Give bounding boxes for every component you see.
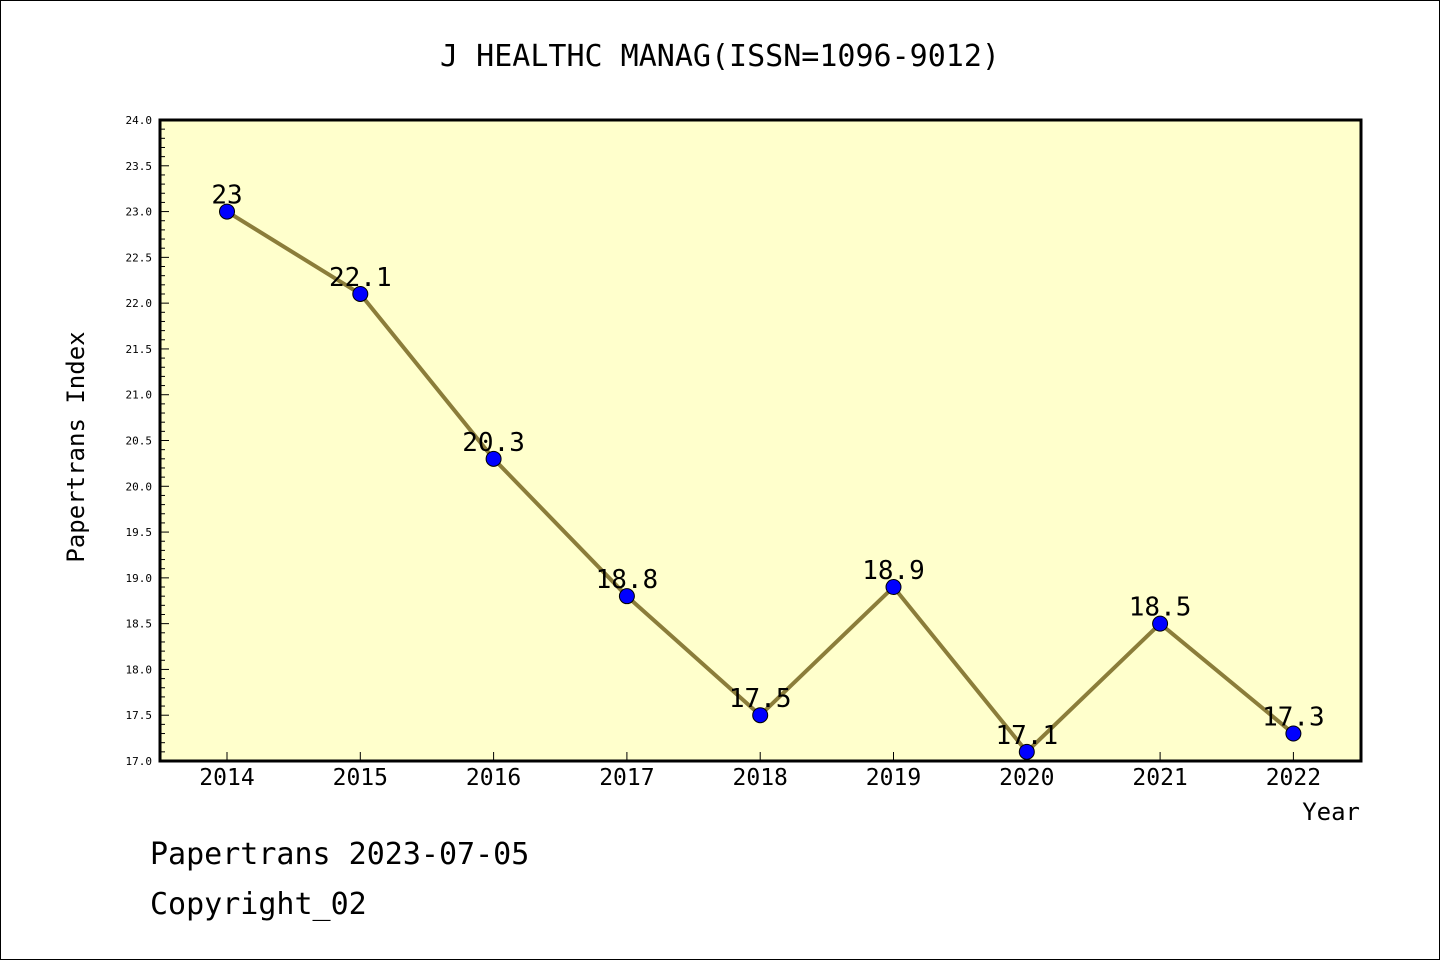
y-tick-label: 24.0	[126, 114, 153, 127]
y-tick-label: 19.0	[126, 572, 153, 585]
footer-date: Papertrans 2023-07-05	[150, 837, 529, 872]
y-tick-label: 18.0	[126, 663, 153, 676]
y-tick-label: 19.5	[126, 526, 153, 539]
plot-area	[158, 118, 1363, 763]
x-tick-label: 2018	[733, 765, 788, 791]
data-label: 20.3	[462, 428, 525, 458]
y-tick-label: 23.0	[126, 206, 153, 219]
data-point	[752, 707, 769, 724]
y-axis-label: Papertrans Index	[62, 331, 90, 562]
y-tick-label: 17.5	[126, 709, 153, 722]
data-point	[1018, 743, 1035, 760]
data-point	[885, 579, 902, 596]
y-tick-label: 20.5	[126, 435, 153, 448]
data-label: 18.5	[1129, 593, 1192, 623]
y-axis: 17.0 17.5 18.0 18.5 19.0 19.5 20.0 20.5 21.0 21.5…	[126, 114, 169, 768]
x-tick-label: 2019	[866, 765, 921, 791]
y-tick-label: 20.0	[126, 480, 153, 493]
x-axis-label: Year	[1302, 798, 1360, 826]
footer-copyright: Copyright_02	[150, 887, 367, 922]
y-tick-label: 18.5	[126, 618, 153, 631]
data-label: 22.1	[329, 263, 392, 293]
x-tick-label: 2015	[333, 765, 388, 791]
data-point	[1152, 615, 1169, 632]
data-label: 17.3	[1262, 703, 1325, 733]
chart-title: J HEALTHC MANAG(ISSN=1096-9012)	[440, 39, 1000, 74]
data-point	[219, 203, 235, 220]
data-point	[352, 285, 369, 302]
x-tick-label: 2020	[999, 765, 1054, 791]
x-tick-label: 2014	[199, 765, 254, 791]
data-point	[618, 588, 635, 605]
y-tick-label: 21.5	[126, 343, 153, 356]
y-tick-label: 17.0	[126, 755, 153, 768]
data-point	[485, 450, 502, 467]
x-axis: 2014 2015 2016 2017 2018 2019 2020 2021 2022	[199, 752, 1321, 791]
data-label: 17.1	[995, 721, 1058, 751]
y-tick-label: 23.5	[126, 160, 153, 173]
y-tick-label: 22.5	[126, 251, 153, 264]
data-point	[1285, 725, 1302, 742]
x-tick-label: 2017	[599, 765, 654, 791]
data-label: 23	[211, 181, 242, 211]
series-line-group: 23 22.1 20.3 18.8 17.5 18.9 17.1 18.5 17.3	[211, 181, 1325, 760]
data-label: 18.8	[596, 565, 659, 595]
data-label: 18.9	[862, 556, 925, 586]
x-tick-label: 2021	[1132, 765, 1187, 791]
data-label: 17.5	[729, 684, 792, 714]
x-tick-label: 2016	[466, 765, 521, 791]
y-tick-label: 22.0	[126, 297, 153, 310]
x-tick-label: 2022	[1266, 765, 1321, 791]
y-tick-label: 21.0	[126, 389, 153, 402]
